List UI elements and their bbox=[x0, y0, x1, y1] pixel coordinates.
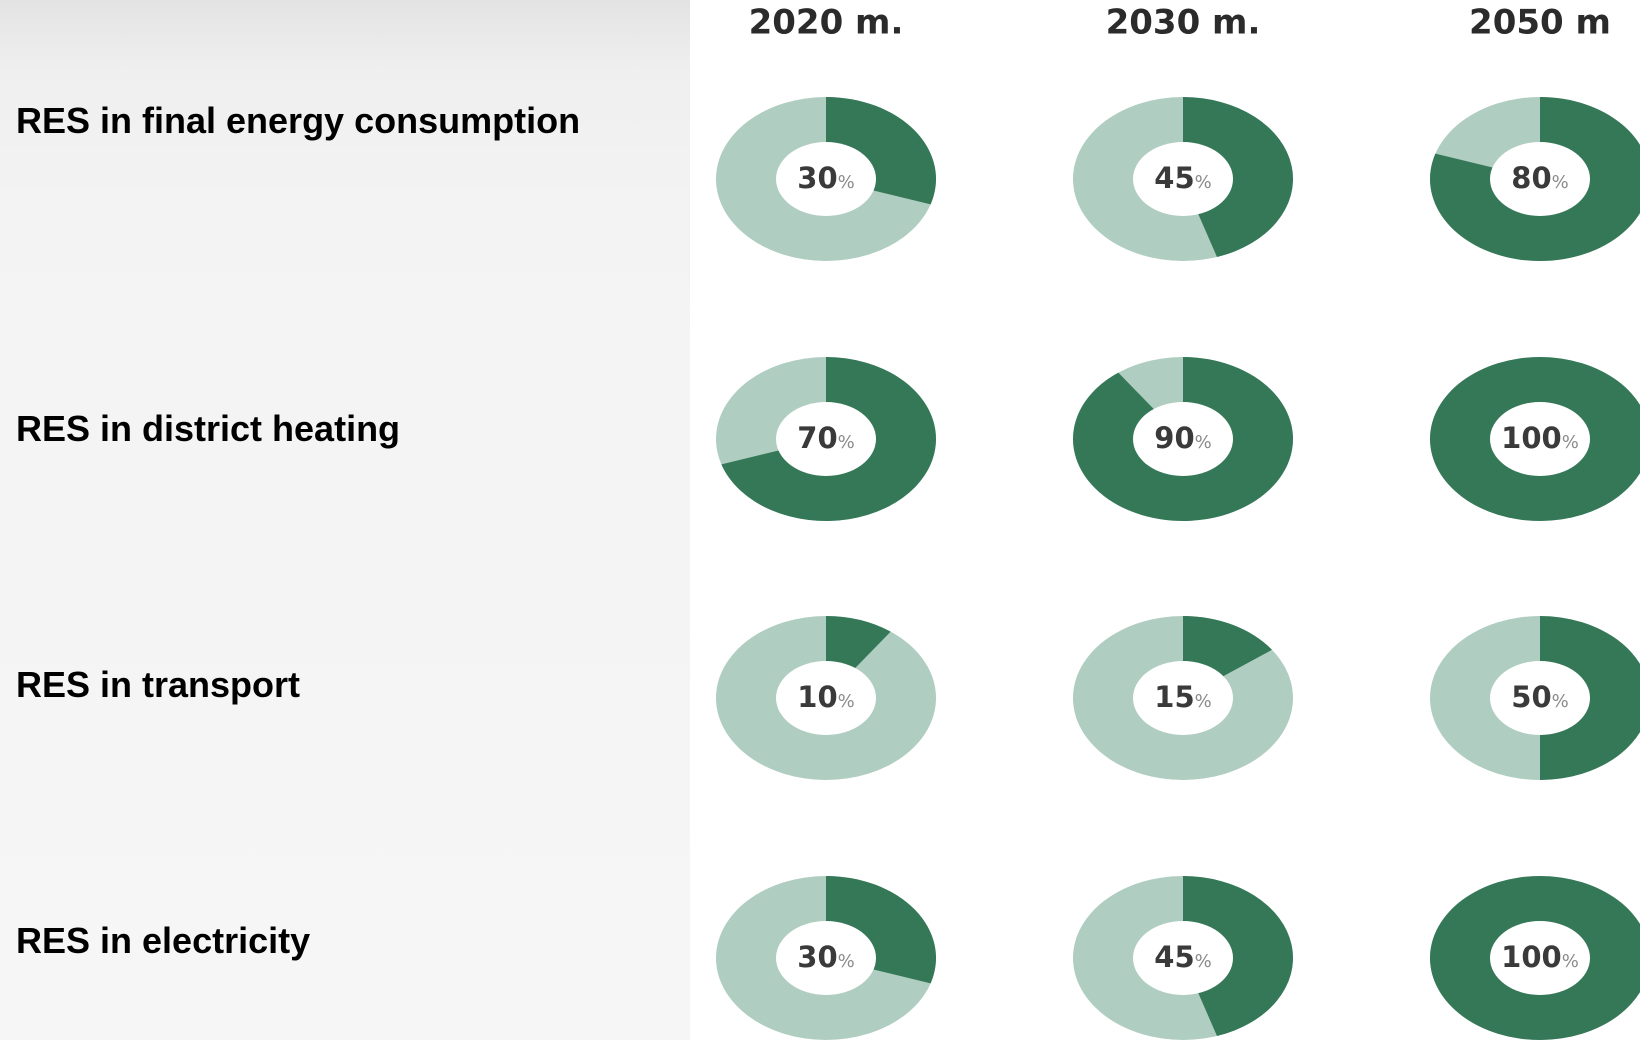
donut-hole bbox=[1490, 402, 1590, 476]
donut-r3-c0: 30% bbox=[716, 876, 937, 1040]
donut-value-label: 15% bbox=[1154, 680, 1211, 714]
donut-value-label: 45% bbox=[1154, 161, 1211, 195]
donut-value-label: 50% bbox=[1511, 680, 1568, 714]
donut-value-label: 30% bbox=[797, 161, 854, 195]
donut-r0-c1: 45% bbox=[1073, 97, 1294, 261]
donut-hole bbox=[1490, 142, 1590, 216]
donut-filled-segment bbox=[1183, 97, 1294, 257]
donut-hole bbox=[776, 402, 876, 476]
donut-value-label: 100% bbox=[1501, 421, 1579, 455]
row-label-final-energy: RES in final energy consumption bbox=[16, 100, 581, 141]
row-label-district-heating: RES in district heating bbox=[16, 408, 401, 449]
donut-r0-c2: 80% bbox=[1429, 97, 1640, 261]
donut-hole bbox=[1133, 661, 1233, 735]
donut-value-label: 10% bbox=[797, 680, 854, 714]
donut-hole bbox=[1490, 921, 1590, 995]
donut-r2-c1: 15% bbox=[1073, 616, 1293, 780]
donut-value-label: 70% bbox=[797, 421, 854, 455]
donut-hole bbox=[776, 921, 876, 995]
donut-r0-c0: 30% bbox=[716, 97, 937, 261]
row-labels-panel: RES in final energy consumption RES in d… bbox=[0, 0, 690, 1040]
donut-r3-c2: 100% bbox=[1430, 876, 1640, 1040]
donut-r1-c2: 100% bbox=[1430, 357, 1640, 521]
donut-r2-c2: 50% bbox=[1430, 616, 1640, 780]
donut-hole bbox=[776, 142, 876, 216]
donut-hole bbox=[1490, 661, 1590, 735]
donut-r1-c0: 70% bbox=[716, 357, 936, 521]
donut-r2-c0: 10% bbox=[716, 616, 936, 780]
row-label-electricity: RES in electricity bbox=[16, 920, 311, 961]
donut-hole bbox=[1133, 402, 1233, 476]
donut-filled-segment bbox=[1183, 876, 1294, 1036]
donut-value-label: 80% bbox=[1511, 161, 1568, 195]
column-header-0: 2020 m. bbox=[749, 3, 904, 43]
donut-hole bbox=[776, 661, 876, 735]
donut-value-label: 90% bbox=[1154, 421, 1211, 455]
donut-value-label: 30% bbox=[797, 940, 854, 974]
donut-value-label: 45% bbox=[1154, 940, 1211, 974]
donut-r3-c1: 45% bbox=[1073, 876, 1294, 1040]
donut-value-label: 100% bbox=[1501, 940, 1579, 974]
donut-hole bbox=[1133, 142, 1233, 216]
column-header-2: 2050 m bbox=[1469, 3, 1611, 43]
column-header-1: 2030 m. bbox=[1106, 3, 1261, 43]
donut-hole bbox=[1133, 921, 1233, 995]
donut-r1-c1: 90% bbox=[1072, 357, 1293, 521]
row-label-transport: RES in transport bbox=[16, 664, 301, 705]
